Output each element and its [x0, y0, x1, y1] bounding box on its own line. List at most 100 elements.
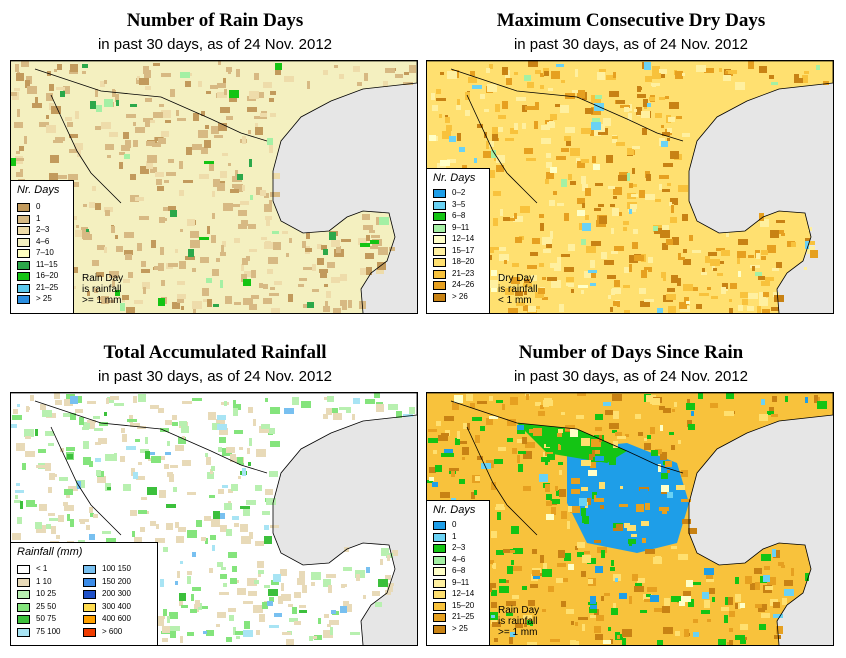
legend-title: Nr. Days [433, 172, 476, 184]
legend-label: 10 25 [36, 589, 57, 598]
legend-note: Rain Day is rainfall >= 1 mm [82, 273, 124, 306]
legend-label: 18–20 [452, 257, 475, 266]
legend-swatch [17, 203, 30, 212]
legend-label: 2–3 [452, 543, 466, 552]
legend-label: > 25 [452, 623, 468, 633]
legend: Nr. Days 0–2 3–5 6–8 9–11 12–14 15–17 18–20 21–… [426, 168, 490, 314]
legend-label: 200 300 [102, 589, 131, 598]
legend: Nr. Days 0 1 2–3 4–6 7–10 11–15 16–20 21–25 > 25 [10, 180, 74, 314]
panel-rain-days: Number of Rain Days in past 30 days, as … [10, 0, 420, 318]
legend-swatch [17, 577, 30, 587]
panel-subtitle: in past 30 days, as of 24 Nov. 2012 [513, 36, 749, 53]
panel-total-rainfall: Total Accumulated Rainfall in past 30 da… [10, 332, 420, 650]
panel-dry-days: Maximum Consecutive Dry Days in past 30 … [426, 0, 836, 318]
legend-swatch [83, 602, 96, 612]
panel-title: Number of Rain Days [126, 10, 304, 31]
legend-swatch [433, 521, 446, 530]
legend-swatch [83, 565, 96, 574]
legend-label: 300 400 [102, 601, 131, 611]
panel-title: Number of Days Since Rain [518, 342, 744, 363]
panel-subtitle: in past 30 days, as of 24 Nov. 2012 [513, 368, 749, 385]
legend-swatch [433, 567, 446, 576]
legend-swatch [17, 226, 30, 235]
legend-note: Dry Day is rainfall < 1 mm [498, 273, 538, 306]
legend-swatch [83, 627, 96, 637]
legend: Rainfall (mm) < 1 1 10 10 25 25 50 50 75 75 1… [10, 542, 158, 646]
map-rain-days [10, 60, 418, 314]
legend-label: 25 50 [36, 601, 57, 611]
legend-swatch [433, 246, 446, 256]
legend-swatch [433, 223, 446, 233]
legend-swatch [17, 260, 30, 270]
legend-label: 2–3 [36, 225, 50, 234]
legend-label: 11–15 [36, 259, 58, 269]
map-total-rainfall [10, 392, 418, 646]
legend-swatch [433, 590, 446, 599]
legend-swatch [17, 590, 30, 599]
legend-swatch [433, 544, 446, 553]
legend-swatch [433, 235, 446, 244]
legend-label: > 600 [102, 626, 123, 636]
legend-swatch [433, 624, 446, 634]
map-graphic [11, 61, 417, 313]
legend-label: 400 600 [102, 614, 131, 623]
legend-label: 6–8 [452, 211, 466, 220]
legend-label: 9–11 [452, 577, 470, 587]
legend-swatch [17, 295, 30, 304]
legend-swatch [17, 237, 30, 247]
legend-label: 9–11 [452, 222, 470, 232]
legend-label: 0–2 [452, 188, 466, 197]
map-graphic [427, 61, 833, 313]
panel-days-since-rain: Number of Days Since Rain in past 30 day… [426, 332, 836, 650]
panel-title: Total Accumulated Rainfall [103, 342, 327, 363]
map-days-since-rain [426, 392, 834, 646]
legend-label: 1 10 [36, 576, 52, 586]
legend-label: 50 75 [36, 614, 57, 623]
legend-label: 3–5 [452, 199, 466, 209]
legend-swatch [83, 577, 96, 587]
legend-swatch [83, 590, 96, 599]
map-dry-days [426, 60, 834, 314]
legend-swatch [433, 281, 446, 290]
legend-label: > 25 [36, 294, 52, 303]
map-graphic [427, 393, 833, 645]
legend-swatch [433, 258, 446, 267]
legend-label: 21–23 [452, 268, 475, 278]
legend-label: 6–8 [452, 566, 466, 575]
legend-label: 7–10 [36, 248, 54, 257]
legend-label: 1 [36, 213, 41, 223]
legend-label: 24–26 [452, 280, 475, 289]
legend-swatch [17, 565, 30, 574]
legend-swatch [433, 200, 446, 210]
legend-swatch [433, 578, 446, 588]
legend-swatch [17, 602, 30, 612]
legend-label: 15–20 [452, 600, 475, 610]
legend-swatch [83, 615, 96, 624]
legend-label: 21–25 [452, 612, 475, 621]
legend-swatch [433, 555, 446, 565]
legend-title: Nr. Days [17, 184, 60, 196]
panel-subtitle: in past 30 days, as of 24 Nov. 2012 [97, 36, 333, 53]
legend-label: > 26 [452, 291, 468, 301]
legend-label: 0 [36, 202, 41, 211]
panel-title: Maximum Consecutive Dry Days [496, 10, 766, 31]
legend-swatch [433, 269, 446, 279]
legend-swatch [17, 283, 30, 293]
legend-label: 100 150 [102, 564, 131, 573]
legend-swatch [17, 214, 30, 224]
legend-swatch [433, 212, 446, 221]
legend-label: 16–20 [36, 271, 59, 280]
legend-swatch [17, 249, 30, 258]
legend-swatch [17, 627, 30, 637]
legend-label: 1 [452, 531, 457, 541]
legend-label: 4–6 [36, 236, 50, 246]
legend-label: 15–17 [452, 245, 475, 255]
legend-note: Rain Day is rainfall >= 1 mm [498, 605, 540, 638]
legend-swatch [433, 613, 446, 622]
legend-swatch [433, 189, 446, 198]
legend-swatch [17, 615, 30, 624]
legend-swatch [433, 601, 446, 611]
legend-label: 75 100 [36, 626, 61, 636]
legend-swatch [433, 532, 446, 542]
legend-label: 150 200 [102, 576, 131, 586]
